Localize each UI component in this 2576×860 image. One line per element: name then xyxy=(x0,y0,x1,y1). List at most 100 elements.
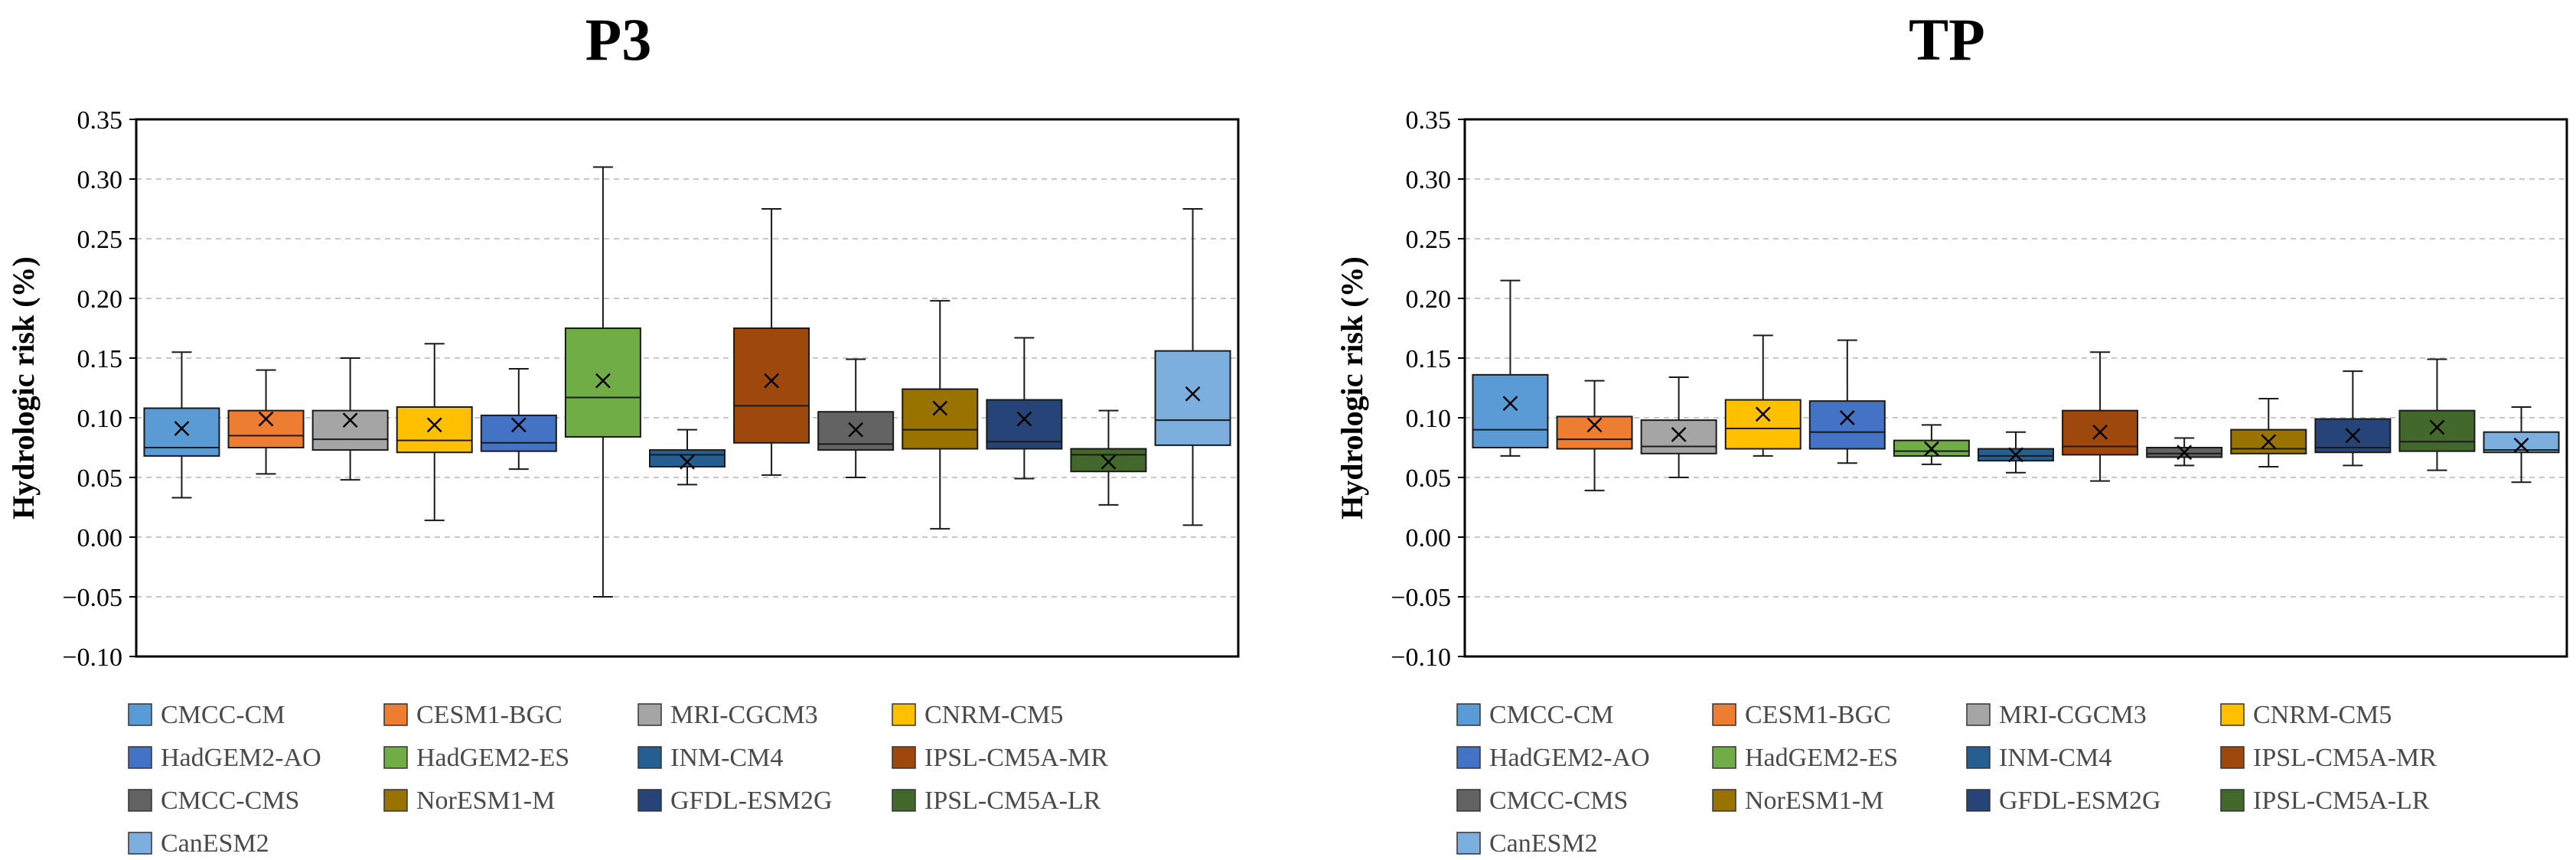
legend-swatch xyxy=(1456,746,1481,769)
legend-swatch xyxy=(1456,703,1481,726)
legend-label: NorESM1-M xyxy=(416,787,555,815)
iqr-box xyxy=(1154,350,1231,446)
y-axis-label: Hydrologic risk (%) xyxy=(6,256,41,520)
legend-label: CMCC-CM xyxy=(1489,701,1614,729)
y-tick-label: 0.10 xyxy=(1406,405,1452,433)
box-mri-cgcm3 xyxy=(311,357,389,481)
plot-frame xyxy=(135,118,1240,658)
mean-marker xyxy=(426,417,442,433)
iqr-box xyxy=(902,388,979,450)
legend-item: CMCC-CMS xyxy=(128,787,299,815)
legend-label: GFDL-ESM2G xyxy=(1999,787,2161,815)
box-ipsl-cm5a-mr xyxy=(2062,351,2139,482)
y-tick-label: 0.35 xyxy=(77,106,123,135)
legend-label: CNRM-CM5 xyxy=(2253,701,2392,729)
y-axis-label: Hydrologic risk (%) xyxy=(1335,256,1369,520)
chart-title: P3 xyxy=(585,6,652,73)
legend-swatch xyxy=(637,746,662,769)
iqr-box xyxy=(2398,409,2476,452)
legend-swatch xyxy=(2220,703,2245,726)
plot-frame xyxy=(1463,118,2568,658)
legend-label: HadGEM2-ES xyxy=(416,744,569,772)
box-cmcc-cms xyxy=(2146,437,2223,467)
y-tick-label: 0.30 xyxy=(1406,166,1452,194)
mean-marker xyxy=(1101,454,1117,470)
legend-swatch xyxy=(892,746,916,769)
y-tick-label: −0.05 xyxy=(1391,584,1451,612)
box-cnrm-cm5 xyxy=(1724,334,1802,457)
legend-item: HadGEM2-AO xyxy=(128,744,321,772)
iqr-box xyxy=(396,406,473,454)
legend-item: CanESM2 xyxy=(128,829,269,858)
iqr-box xyxy=(2483,431,2560,454)
y-tick-label: −0.10 xyxy=(62,643,122,672)
legend-swatch xyxy=(128,703,152,726)
mean-marker xyxy=(932,400,948,416)
legend-item: IPSL-CM5A-MR xyxy=(2220,744,2437,772)
legend-item: CNRM-CM5 xyxy=(2220,701,2392,729)
legend-label: INM-CM4 xyxy=(670,744,783,772)
mean-marker xyxy=(1839,410,1855,425)
y-tick-label: 0.15 xyxy=(77,345,123,373)
mean-marker xyxy=(2513,437,2529,453)
mean-marker xyxy=(1016,411,1032,427)
mean-marker xyxy=(258,411,274,427)
iqr-box xyxy=(1724,399,1802,450)
iqr-box xyxy=(733,327,810,444)
mean-marker xyxy=(764,373,779,389)
iqr-box xyxy=(1070,448,1147,473)
legend-swatch xyxy=(892,789,916,812)
y-tick-label: 0.15 xyxy=(1406,345,1452,373)
legend-item: GFDL-ESM2G xyxy=(637,787,833,815)
box-inm-cm4 xyxy=(1978,431,2054,474)
legend-swatch xyxy=(128,746,152,769)
legend-swatch xyxy=(128,789,152,812)
legend-label: HadGEM2-ES xyxy=(1745,744,1898,772)
legend-label: CanESM2 xyxy=(1489,829,1598,858)
panel-p3: P3 Hydrologic risk (%) −0.10 −0.05 0.00 0.05 0… xyxy=(6,6,1240,858)
mean-marker xyxy=(2177,445,2193,461)
legend-swatch xyxy=(128,832,152,855)
box-mri-cgcm3 xyxy=(1640,376,1717,478)
iqr-box xyxy=(649,449,726,467)
legend-item: MRI-CGCM3 xyxy=(1966,701,2147,729)
legend-swatch xyxy=(1712,703,1736,726)
box-inm-cm4 xyxy=(649,428,726,486)
legend-item: NorESM1-M xyxy=(1712,787,1883,815)
y-tick-label: 0.30 xyxy=(77,166,123,194)
legend-label: MRI-CGCM3 xyxy=(670,701,818,729)
legend-swatch xyxy=(637,789,662,812)
mean-marker xyxy=(1185,386,1201,402)
box-cmcc-cm xyxy=(143,351,220,499)
legend-swatch xyxy=(2220,789,2245,812)
mean-marker xyxy=(2092,424,2108,440)
box-canesm2 xyxy=(1154,208,1231,526)
legend-label: IPSL-CM5A-LR xyxy=(2253,787,2430,815)
legend-item: INM-CM4 xyxy=(637,744,783,772)
iqr-box xyxy=(1556,415,1633,450)
mean-marker xyxy=(1755,406,1771,422)
legend-label: HadGEM2-AO xyxy=(1489,744,1650,772)
legend-swatch xyxy=(1712,789,1736,812)
iqr-box xyxy=(311,409,389,451)
mean-marker xyxy=(2008,447,2023,463)
box-ipsl-cm5a-mr xyxy=(733,208,810,476)
legend-item: MRI-CGCM3 xyxy=(637,701,818,729)
mean-marker xyxy=(174,421,190,436)
legend-item: GFDL-ESM2G xyxy=(1966,787,2161,815)
y-tick-label: 0.00 xyxy=(1406,524,1452,552)
legend-label: GFDL-ESM2G xyxy=(670,787,833,815)
legend-label: CESM1-BGC xyxy=(1745,701,1891,729)
legend-swatch xyxy=(2220,746,2245,769)
mean-marker xyxy=(2345,428,2361,444)
box-gfdl-esm2g xyxy=(2314,370,2392,467)
legend-item: HadGEM2-AO xyxy=(1456,744,1650,772)
y-tick-label: −0.10 xyxy=(1391,643,1451,672)
box-cnrm-cm5 xyxy=(396,343,473,522)
legend-swatch xyxy=(1966,789,1991,812)
legend-label: NorESM1-M xyxy=(1745,787,1883,815)
legend-item: HadGEM2-ES xyxy=(1712,744,1898,772)
iqr-box xyxy=(1808,400,1886,450)
legend-item: CESM1-BGC xyxy=(1712,701,1891,729)
